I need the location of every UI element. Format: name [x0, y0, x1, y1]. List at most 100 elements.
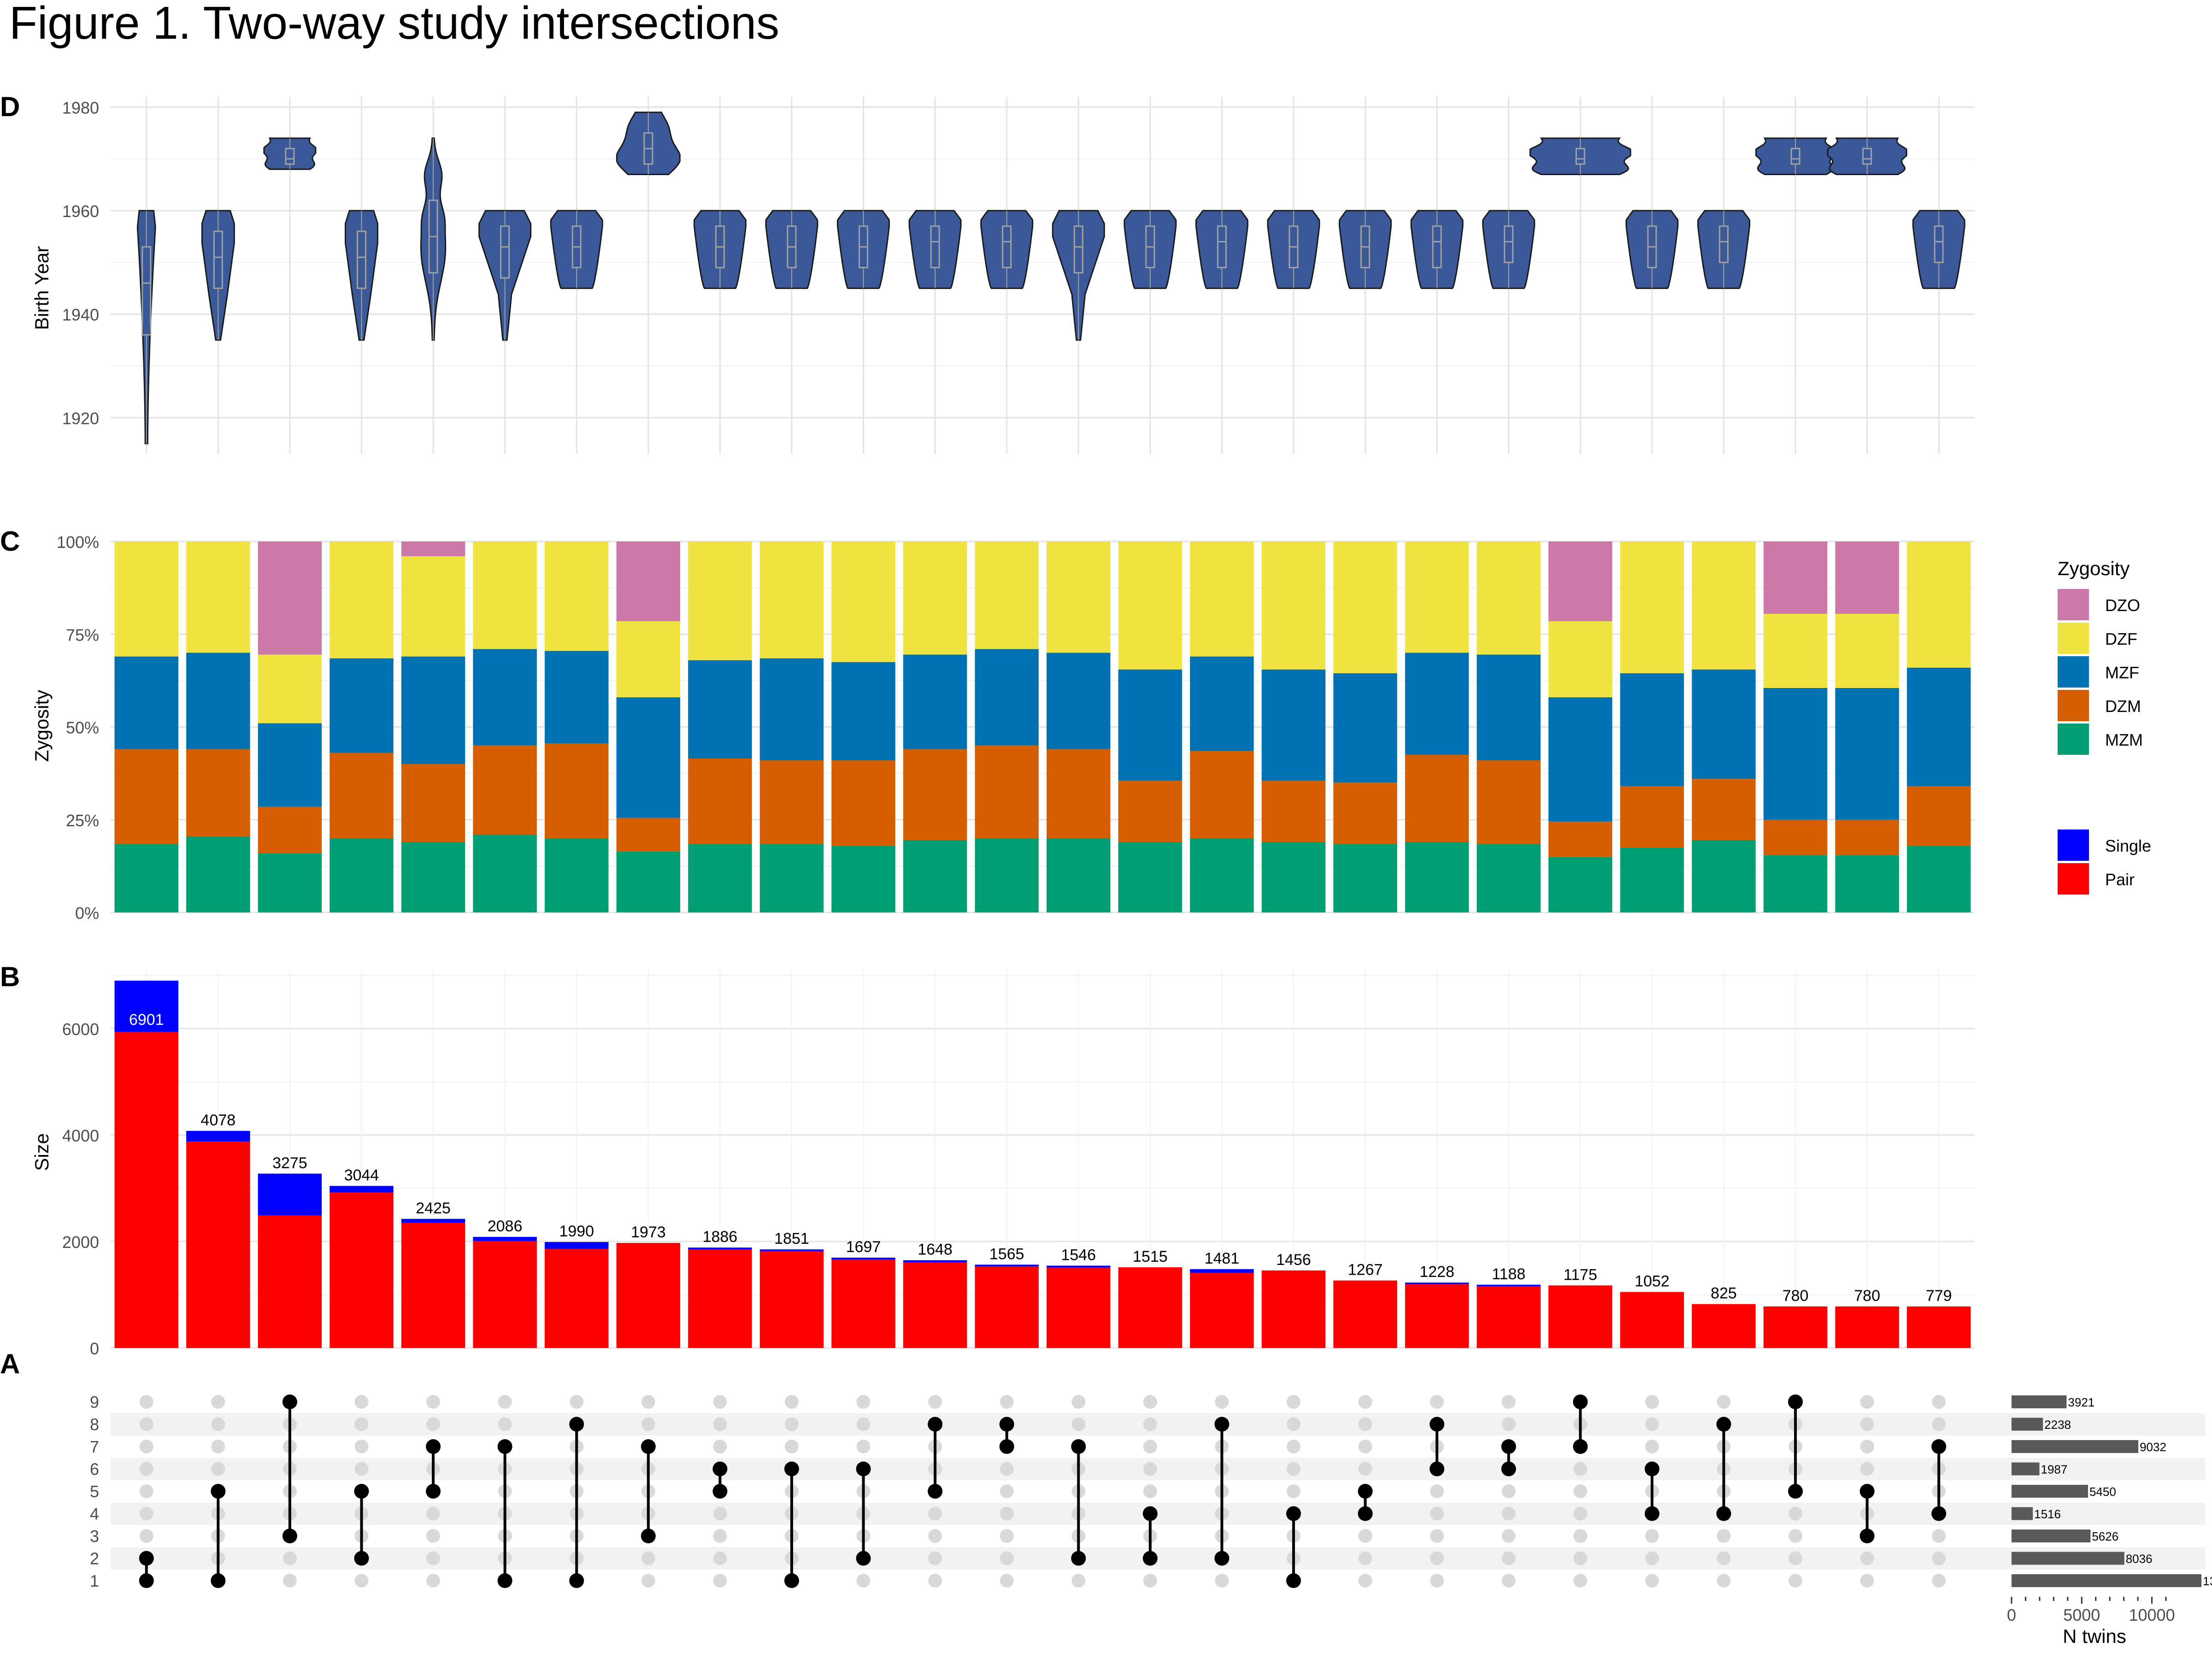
matrix-dot-empty	[1573, 1484, 1588, 1498]
zygosity-segment-mzm	[401, 842, 465, 912]
matrix-dot-empty	[1788, 1529, 1803, 1543]
bar-pair	[688, 1249, 752, 1348]
matrix-dot-empty	[211, 1395, 225, 1409]
bar-pair	[258, 1215, 322, 1348]
matrix-dot-filled	[928, 1417, 943, 1432]
b-y-tick-label: 2000	[62, 1233, 99, 1252]
zygosity-segment-dzm	[903, 749, 967, 841]
matrix-dot-filled	[784, 1461, 799, 1477]
legend-key-dzm	[2058, 690, 2089, 721]
matrix-dot-empty	[784, 1395, 799, 1409]
matrix-dot-empty	[856, 1417, 871, 1431]
b-y-tick-label: 6000	[62, 1020, 99, 1039]
matrix-dot-empty	[713, 1506, 727, 1521]
matrix-dot-empty	[1645, 1551, 1659, 1565]
set-size-label: 1987	[2041, 1463, 2068, 1477]
violin	[478, 210, 532, 341]
matrix-dot-filled	[426, 1484, 441, 1499]
set-size-bar	[2012, 1395, 2067, 1408]
zygosity-segment-mzm	[759, 844, 824, 912]
matrix-dot-filled	[1931, 1439, 1947, 1454]
bar-pair	[1906, 1306, 1971, 1348]
d-y-axis-title: Birth Year	[31, 246, 53, 330]
matrix-dot-empty	[1071, 1417, 1086, 1431]
bar-pair	[1405, 1284, 1469, 1348]
bar-value-label: 1851	[774, 1230, 809, 1247]
c-y-axis-title: Zygosity	[31, 690, 53, 762]
bar-value-label: 1456	[1276, 1251, 1311, 1269]
zygosity-segment-mzm	[1835, 855, 1899, 912]
matrix-dot-filled	[569, 1417, 584, 1432]
matrix-dot-empty	[211, 1440, 225, 1453]
bar-value-label: 1648	[918, 1241, 953, 1259]
matrix-dot-filled	[1430, 1417, 1445, 1432]
matrix-dot-empty	[1860, 1417, 1874, 1431]
zygosity-segment-dzf	[1763, 613, 1828, 688]
matrix-dot-empty	[641, 1551, 655, 1565]
matrix-dot-empty	[713, 1417, 727, 1431]
zygosity-segment-dzf	[258, 654, 322, 724]
c-y-tick-label: 100%	[57, 533, 99, 552]
matrix-dot-empty	[1717, 1529, 1731, 1543]
matrix-dot-empty	[139, 1506, 153, 1521]
legend-key-mzf	[2058, 656, 2089, 688]
violin	[1195, 210, 1248, 289]
matrix-dot-empty	[1358, 1395, 1372, 1409]
matrix-set-label: 5	[90, 1482, 99, 1501]
matrix-dot-filled	[999, 1439, 1014, 1454]
bar-value-label: 1565	[989, 1245, 1024, 1263]
matrix-dot-empty	[1430, 1529, 1444, 1543]
zygosity-segment-mzf	[401, 656, 465, 764]
set-size-tick-label: 0	[2007, 1606, 2016, 1624]
zygosity-segment-dzf	[329, 541, 394, 659]
matrix-dot-empty	[1430, 1506, 1444, 1521]
matrix-dot-empty	[139, 1395, 153, 1409]
matrix-dot-filled	[282, 1529, 297, 1543]
matrix-dot-empty	[1501, 1529, 1516, 1543]
matrix-dot-empty	[1287, 1462, 1301, 1476]
zygosity-segment-mzm	[1047, 838, 1111, 912]
legend-label-mzm: MZM	[2105, 730, 2143, 749]
matrix-set-labels: 1 2 3 4 5 6 7 8 9	[90, 1393, 99, 1590]
matrix-dot-empty	[1860, 1551, 1874, 1565]
matrix-dot-filled	[1071, 1439, 1086, 1454]
matrix-dot-empty	[928, 1574, 942, 1588]
matrix-dot-empty	[139, 1417, 153, 1431]
zygosity-segment-dzm	[1190, 751, 1254, 838]
violin	[263, 137, 317, 170]
matrix-dot-filled	[1859, 1484, 1875, 1499]
zygosity-segment-mzm	[616, 851, 681, 912]
matrix-dot-filled	[1142, 1551, 1158, 1566]
matrix-dot-empty	[354, 1440, 369, 1453]
matrix-dot-empty	[1143, 1417, 1157, 1431]
matrix-dot-empty	[1143, 1462, 1157, 1476]
zygosity-segment-dzf	[688, 541, 752, 660]
bar-value-label: 1175	[1564, 1266, 1597, 1283]
matrix-stripes	[111, 1413, 2205, 1570]
violin	[1912, 210, 1965, 289]
zygosity-segment-mzf	[1190, 656, 1254, 751]
matrix-dot-empty	[1573, 1506, 1588, 1521]
matrix-dot-empty	[713, 1551, 727, 1565]
bar-single	[1190, 1269, 1254, 1273]
set-size-bar	[2012, 1507, 2033, 1520]
matrix-set-label: 4	[90, 1505, 99, 1524]
zygosity-segment-dzo	[1835, 541, 1899, 614]
zygosity-segment-dzo	[401, 541, 465, 557]
matrix-dot-empty	[713, 1440, 727, 1453]
matrix-dot-empty	[856, 1440, 871, 1453]
zygosity-segment-dzo	[258, 541, 322, 655]
matrix-dot-filled	[1573, 1394, 1588, 1409]
matrix-dot-filled	[282, 1394, 297, 1409]
zygosity-segment-dzm	[1405, 754, 1469, 842]
matrix-dot-empty	[498, 1395, 512, 1409]
matrix-dot-filled	[1142, 1506, 1158, 1521]
matrix-dot-filled	[211, 1484, 226, 1499]
c-y-tick-label: 25%	[66, 811, 99, 830]
violin	[1124, 210, 1177, 289]
zygosity-segment-dzf	[759, 541, 824, 659]
d-violins	[136, 112, 1965, 444]
violin	[765, 210, 818, 289]
violin	[1529, 137, 1631, 175]
legend-key-pair	[2058, 863, 2089, 894]
